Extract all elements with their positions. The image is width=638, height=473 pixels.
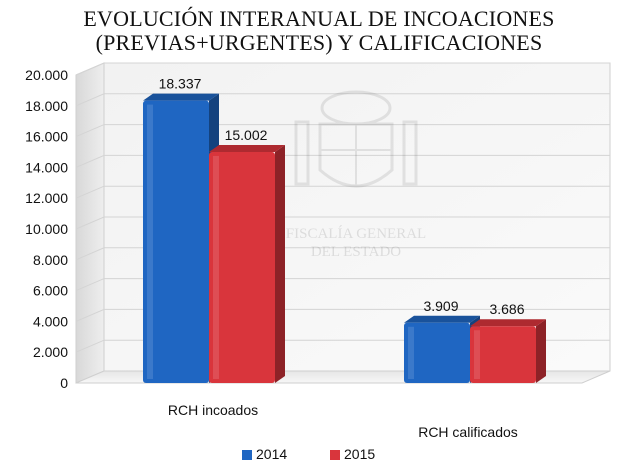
bar-top-2014-0 (143, 93, 219, 101)
y-tick-label: 6.000 (33, 283, 68, 299)
data-label-2015-0: 15.002 (225, 127, 268, 143)
y-tick-label: 20.000 (25, 67, 68, 83)
watermark-emblem: FISCALÍA GENERAL DEL ESTADO (286, 90, 426, 260)
gridline (75, 185, 610, 199)
data-label-2014-0: 18.337 (159, 76, 202, 92)
legend-item-2014: 2014 (242, 446, 287, 462)
bar-highlight-2014-1 (408, 326, 414, 379)
data-label-2014-1: 3.909 (423, 298, 458, 314)
y-tick-label: 18.000 (25, 98, 68, 114)
legend-label-2014: 2014 (256, 446, 288, 462)
x-category-label-0: RCH incoados (168, 402, 258, 418)
y-axis-ticks: 0 2.000 4.000 6.000 8.000 10.000 12.000 14.000 1… (25, 67, 68, 391)
bar-top-2015-0 (209, 144, 285, 152)
y-tick-label: 16.000 (25, 129, 68, 145)
watermark-column-left (294, 120, 310, 186)
bar-highlight-2014-0 (147, 104, 153, 379)
gridline (75, 278, 610, 292)
bar-top-2015-1 (470, 319, 546, 327)
gridline (75, 93, 610, 107)
y-tick-label: 0 (60, 375, 68, 391)
data-labels: 18.337 15.002 3.909 3.686 (159, 76, 525, 318)
y-tick-label: 4.000 (33, 313, 68, 329)
bar-2014-0 (143, 100, 209, 383)
legend-label-2015: 2015 (344, 446, 376, 462)
chart-title-line-2: (PREVIAS+URGENTES) Y CALIFICACIONES (95, 30, 543, 55)
x-category-label-1: RCH calificados (418, 424, 518, 440)
y-tick-label: 14.000 (25, 159, 68, 175)
watermark-text: DEL ESTADO (311, 244, 401, 260)
gridline (75, 216, 610, 230)
bar-2015-0 (209, 151, 275, 383)
bar-2014-1 (404, 322, 470, 383)
chart-title-line-1: EVOLUCIÓN INTERANUAL DE INCOACIONES (83, 6, 555, 31)
gridline (75, 247, 610, 261)
legend-swatch-2014 (242, 450, 252, 460)
gridline (75, 308, 610, 322)
legend-swatch-2015 (330, 450, 340, 460)
bar-2015-1 (470, 326, 536, 383)
legend-item-2015: 2015 (330, 446, 375, 462)
watermark-crown (320, 90, 392, 126)
y-tick-label: 8.000 (33, 252, 68, 268)
y-tick-label: 12.000 (25, 190, 68, 206)
bars (143, 93, 546, 383)
bar-side-2015-1 (536, 319, 546, 383)
bar-highlight-2015-1 (474, 330, 480, 379)
bar-side-2015-0 (275, 144, 285, 383)
watermark-text: FISCALÍA GENERAL (286, 225, 426, 242)
gridline (75, 62, 610, 76)
watermark-column-right (402, 120, 418, 186)
y-tick-label: 10.000 (25, 221, 68, 237)
bar-top-2014-1 (404, 315, 480, 323)
gridline (75, 124, 610, 138)
gridline (75, 154, 610, 168)
data-label-2015-1: 3.686 (489, 301, 524, 317)
bar-highlight-2015-0 (213, 155, 219, 379)
x-axis-labels: RCH incoados RCH calificados (168, 402, 518, 440)
y-tick-label: 2.000 (33, 344, 68, 360)
watermark-shield (318, 122, 394, 188)
